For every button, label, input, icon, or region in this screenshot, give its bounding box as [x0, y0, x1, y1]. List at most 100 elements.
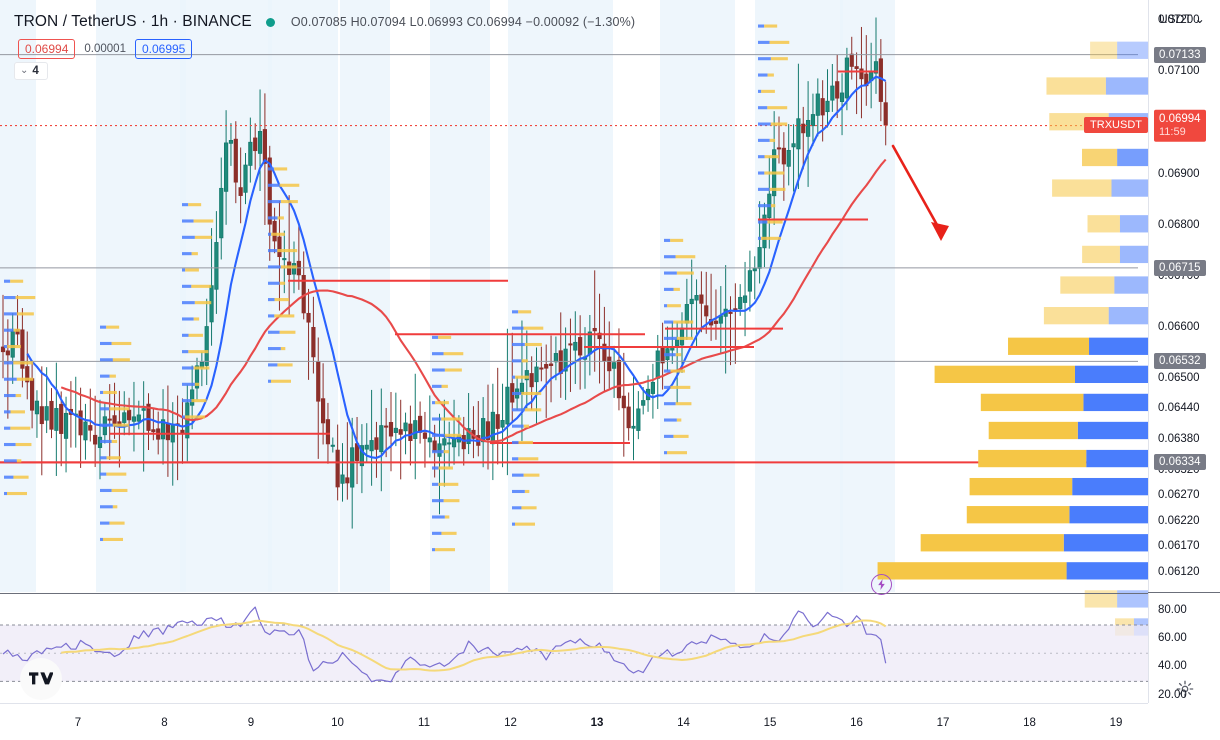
time-axis-tick: 12 [504, 717, 517, 729]
candle-body [291, 263, 297, 275]
mini-profile-sell-bar [274, 298, 289, 302]
bid-price[interactable]: 0.06994 [18, 39, 76, 59]
mini-profile-sell-bar [518, 440, 533, 445]
mini-profile-sell-bar [16, 377, 34, 381]
mini-profile-buy-bar [268, 330, 280, 334]
candle-body [107, 418, 112, 421]
price-axis-tick: 0.06900 [1158, 167, 1200, 180]
tradingview-logo [20, 658, 62, 700]
mini-profile-sell-bar [767, 73, 774, 77]
mini-profile-sell-bar [523, 473, 540, 477]
volume-profile-sell-bar [1060, 276, 1115, 294]
mini-profile-buy-bar [432, 515, 445, 519]
candle-body [190, 389, 195, 406]
lightning-bolt-icon[interactable] [871, 574, 892, 595]
mini-profile-sell-bar [10, 410, 25, 414]
mini-profile-buy-bar [664, 336, 677, 340]
candle-body [733, 308, 738, 311]
candle-body [88, 425, 93, 431]
candle-body [93, 434, 98, 445]
mini-profile-sell-bar [770, 57, 788, 61]
candle-body [781, 147, 786, 165]
mini-profile-sell-bar [271, 379, 291, 383]
mini-profile-buy-bar [432, 368, 445, 372]
mini-profile-buy-bar [664, 271, 677, 275]
mini-profile-buy-bar [664, 385, 671, 389]
candle-body [806, 119, 811, 137]
candle-body [10, 330, 15, 358]
mini-profile-buy-bar [512, 522, 515, 526]
mini-profile-buy-bar [4, 312, 17, 316]
ask-price[interactable]: 0.06995 [134, 39, 193, 59]
candle-body [844, 57, 850, 99]
mini-profile-buy-bar [4, 296, 16, 300]
chevron-down-icon: ⌄ [20, 65, 29, 76]
mini-profile-buy-bar [758, 73, 768, 77]
candle-body [44, 406, 49, 421]
mini-profile-sell-bar [675, 353, 682, 357]
mini-profile-buy-bar [512, 310, 519, 314]
mini-profile-sell-bar [194, 301, 212, 305]
down-arrow-annotation[interactable] [891, 144, 949, 241]
candle-body [311, 326, 316, 358]
candle-body [801, 123, 806, 134]
candle-body [59, 403, 64, 434]
mini-profile-sell-bar [676, 336, 694, 340]
mini-profile-buy-bar [664, 287, 674, 291]
mini-profile-buy-bar [4, 344, 8, 349]
price-level-chip[interactable]: 0.06532 [1154, 353, 1206, 370]
candle-body [253, 137, 258, 152]
price-chart-pane[interactable]: TRXUSDT [0, 0, 1148, 636]
time-axis-tick: 11 [418, 717, 430, 729]
gear-icon[interactable] [1176, 680, 1194, 698]
price-axis-tick: 0.07100 [1158, 65, 1200, 78]
last-price-chip[interactable]: 0.06994 11:59 [1154, 109, 1206, 142]
mini-profile-buy-bar [182, 366, 194, 370]
price-chart-canvas [0, 0, 1148, 636]
price-level-chip[interactable]: 0.07133 [1154, 46, 1206, 63]
mini-profile-sell-bar [274, 167, 288, 171]
mini-profile-buy-bar [758, 57, 771, 61]
price-level-chip[interactable]: 0.06715 [1154, 259, 1206, 276]
mini-profile-buy-bar [4, 442, 16, 447]
candle-body [505, 386, 510, 425]
mini-profile-buy-bar [268, 281, 280, 285]
legend-collapse-button[interactable]: ⌄ 4 [14, 62, 48, 80]
mini-profile-buy-bar [512, 342, 525, 347]
price-level-chip[interactable]: 0.06334 [1154, 454, 1206, 471]
volume-profile-buy-bar [1063, 534, 1148, 552]
mini-profile-buy-bar [512, 391, 522, 396]
price-axis-tick: 0.06170 [1158, 540, 1200, 553]
mini-profile-sell-bar [523, 326, 544, 330]
volume-profile-buy-bar [1077, 421, 1148, 440]
candle-body [427, 437, 432, 443]
candle-body [728, 311, 733, 314]
mini-profile-buy-bar [432, 417, 442, 421]
candle-body [5, 350, 10, 356]
candle-body [447, 442, 452, 445]
mini-profile-buy-bar [4, 491, 7, 496]
candle-body [272, 220, 277, 242]
candle-body [704, 305, 709, 317]
time-axis[interactable]: 7 8 9 10 11 12 13 14 15 16 17 18 19 [0, 703, 1148, 740]
rsi-indicator-pane[interactable] [0, 593, 1148, 703]
time-axis-tick: 18 [1023, 717, 1036, 729]
candle-body [883, 102, 888, 126]
hidden-indicator-count: 4 [32, 65, 39, 77]
candle-body [25, 366, 30, 383]
axis-currency-selector[interactable]: USDT ⌄ [1159, 12, 1205, 26]
candle-body [359, 445, 365, 467]
mini-profile-sell-bar [673, 434, 689, 438]
candle-body [825, 100, 830, 113]
candle-body [112, 415, 117, 425]
mini-profile-buy-bar [100, 537, 103, 542]
candle-body [267, 157, 272, 225]
mini-profile-buy-bar [100, 423, 113, 427]
mini-profile-sell-bar [764, 171, 785, 175]
symbol-title[interactable]: TRON / TetherUS · 1h · BINANCE [14, 13, 252, 30]
mini-profile-buy-bar [664, 418, 677, 422]
volume-profile-buy-bar [1072, 477, 1148, 496]
mini-profile-sell-bar [112, 358, 130, 362]
price-axis[interactable]: USDT ⌄ 0.07200 0.07100 0.06900 0.06800 0.067… [1148, 0, 1220, 703]
mini-profile-sell-bar [667, 451, 687, 455]
